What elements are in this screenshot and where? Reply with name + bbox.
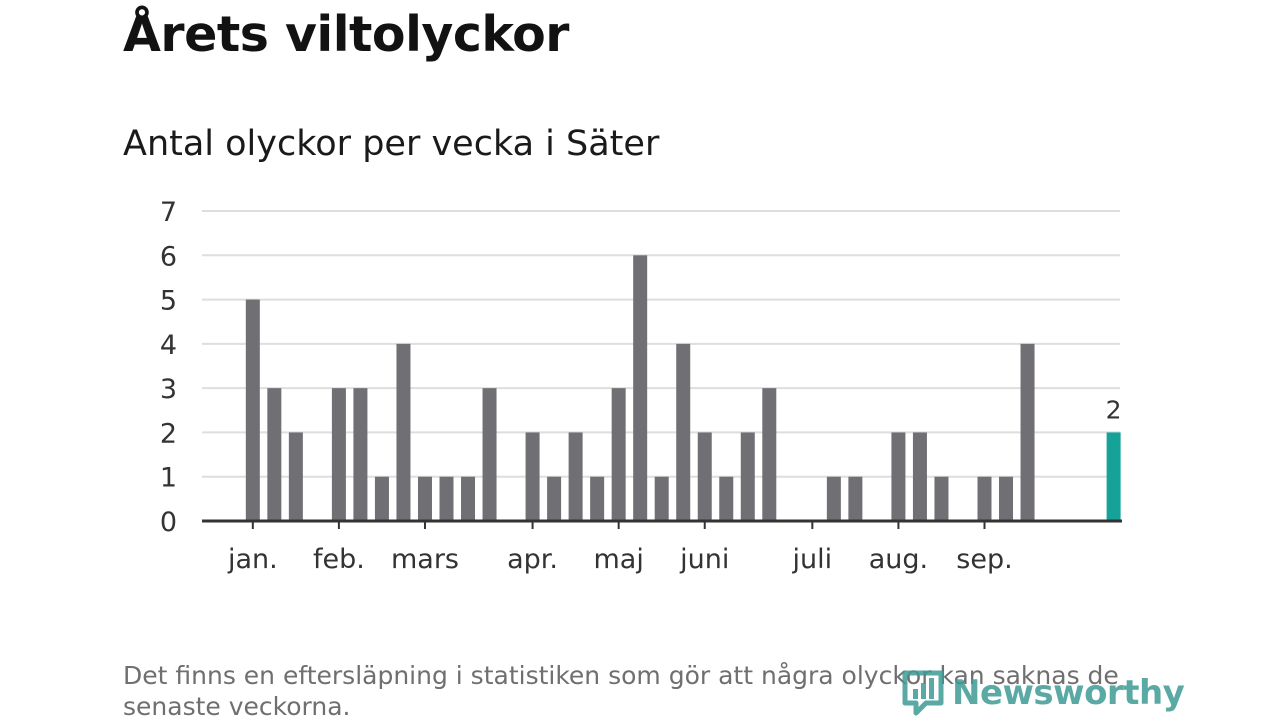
bar-week-22	[676, 343, 691, 521]
y-tick-label-7: 7	[160, 197, 177, 228]
bar-week-21	[654, 476, 669, 521]
bar-week-11	[439, 476, 454, 521]
bar-week-29	[826, 476, 841, 521]
bar-week-34	[934, 476, 949, 521]
bar-week-32	[891, 432, 906, 521]
bar-week-8	[374, 476, 389, 521]
bar-week-19	[611, 388, 626, 521]
chart-subtitle: Antal olyckor per vecka i Säter	[123, 124, 660, 164]
logo-text: Newsworthy	[952, 673, 1185, 713]
bar-week-2	[245, 299, 260, 521]
bar-week-12	[461, 476, 476, 521]
x-tick-label-maj: maj	[593, 544, 643, 575]
x-tick-label-jan: jan.	[227, 544, 278, 575]
x-tick-label-aug: aug.	[869, 544, 928, 575]
bar-week-13	[482, 388, 497, 521]
bar-week-33	[912, 432, 927, 521]
x-tick-label-juli: juli	[792, 544, 833, 575]
bar-week-4	[288, 432, 303, 521]
x-tick-label-feb: feb.	[313, 544, 365, 575]
data-labels: 2	[1106, 395, 1122, 424]
y-axis-tick-labels: 0 1 2 3 4 5 6 7	[160, 197, 177, 538]
x-tick-label-sep: sep.	[956, 544, 1012, 575]
x-tick-label-juni: juni	[679, 544, 729, 575]
y-tick-label-2: 2	[160, 418, 177, 449]
bar-week-18	[590, 476, 605, 521]
bar-week-17	[568, 432, 583, 521]
bar-week-30	[848, 476, 863, 521]
y-tick-label-6: 6	[160, 241, 177, 272]
bar-week-36	[977, 476, 992, 521]
bar-week-23	[697, 432, 712, 521]
bar-week-24	[719, 476, 734, 521]
y-tick-label-4: 4	[160, 330, 177, 361]
y-tick-label-3: 3	[160, 374, 177, 405]
bar-week-38	[1020, 343, 1035, 521]
bar-week-15	[525, 432, 540, 521]
y-tick-label-5: 5	[160, 286, 177, 317]
data-label-week-42: 2	[1106, 395, 1122, 424]
y-tick-label-0: 0	[160, 507, 177, 538]
bar-week-26	[762, 388, 777, 521]
x-axis-ticks: jan. feb. mars apr. maj juni juli aug. sep.	[227, 521, 1013, 575]
bar-week-3	[267, 388, 282, 521]
bar-week-9	[396, 343, 411, 521]
bar-week-37	[999, 476, 1014, 521]
bars	[245, 255, 1121, 522]
newsworthy-logo-icon	[902, 670, 944, 716]
bar-week-16	[547, 476, 562, 521]
chart-title: Årets viltolyckor	[123, 6, 569, 63]
bar-chart: 0 1 2 3 4 5 6 7 2 jan. feb. mars apr. maj juni juli au…	[160, 197, 1122, 575]
x-tick-label-apr: apr.	[507, 544, 558, 575]
x-tick-label-mars: mars	[391, 544, 459, 575]
bar-week-10	[417, 476, 432, 521]
y-tick-label-1: 1	[160, 463, 177, 494]
newsworthy-logo: Newsworthy	[902, 668, 1185, 718]
bar-week-42	[1106, 432, 1121, 521]
bar-week-7	[353, 388, 368, 521]
bar-week-6	[331, 388, 346, 521]
footnote: Det finns en eftersläpning i statistiken…	[123, 661, 1119, 720]
bar-week-20	[633, 255, 648, 522]
bar-week-25	[740, 432, 755, 521]
